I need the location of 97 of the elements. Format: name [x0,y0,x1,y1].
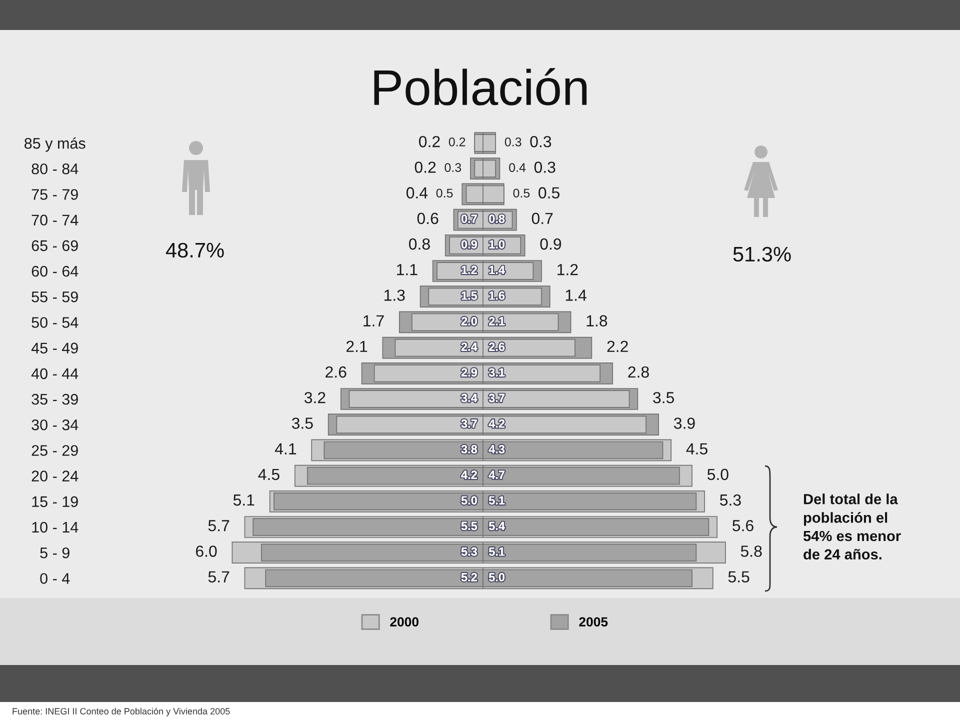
data-label: 5.7 [208,520,230,532]
data-label: 4.7 [488,470,504,479]
data-label: 1.5 [462,292,478,300]
data-label: 0.9 [461,240,477,249]
data-label: 3.1 [488,368,505,377]
data-label: 5.1 [233,494,254,506]
data-label: 5.0 [461,496,477,505]
data-label: 2.8 [628,366,649,378]
legend-label: 2000 [390,617,418,627]
text: 51.3% [733,246,791,262]
y-tick-label: 10 - 14 [32,522,78,533]
data-label: 1.1 [397,264,418,276]
data-label: 4.5 [258,468,280,480]
data-label: 5.6 [732,520,754,532]
data-label: 5.3 [461,547,477,556]
data-label: 0.5 [513,188,530,198]
chart-title: Población [374,68,587,106]
data-label: 0.2 [448,138,466,146]
y-tick-label: 0 - 4 [40,573,70,584]
text: Del total de la población el 54% es menor de 24 años. [803,494,901,560]
data-label: 3.8 [461,445,478,454]
data-label: 2.1 [346,340,368,352]
data-label: 0.3 [504,138,522,146]
data-label: 5.2 [461,573,477,582]
y-tick-label: 20 - 24 [32,470,78,482]
data-label: 5.3 [720,494,741,506]
data-label: 1.7 [364,315,384,326]
data-label: 2.2 [607,340,628,352]
y-tick-label: 60 - 64 [32,266,78,277]
data-label: 2.1 [489,317,505,326]
data-label: 1.3 [384,290,405,301]
y-tick-label: 65 - 69 [32,240,78,252]
data-label: 0.3 [530,136,552,148]
y-tick-label: 45 - 49 [31,342,78,354]
y-tick-label: 40 - 44 [31,368,78,380]
data-label: 0.4 [509,163,526,172]
data-label: 2.4 [461,342,478,351]
data-label: 0.6 [417,212,438,224]
data-label: 3.2 [304,392,326,404]
data-label: 0.5 [538,187,560,198]
data-label: 0.9 [540,238,562,250]
data-label: 5.1 [488,548,505,556]
data-label: 5.0 [707,468,728,480]
source-note: Fuente: INEGI II Conteo de Población y Vivienda 2005 [12,708,230,716]
legend-label: 2005 [579,617,608,627]
data-label: 4.2 [488,419,505,428]
data-label: 5.7 [208,571,230,582]
data-label: 3.4 [461,394,478,402]
y-tick-label: 85 y más [24,137,86,152]
data-label: 0.8 [489,214,505,223]
y-tick-label: 35 - 39 [32,394,78,405]
data-label: 4.3 [488,445,505,454]
data-label: 5.8 [740,546,762,557]
data-label: 2.6 [326,366,346,378]
data-label: 3.7 [488,394,504,402]
y-tick-label: 70 - 74 [32,214,78,226]
data-label: 1.4 [566,290,586,301]
data-label: 6.0 [196,546,217,557]
data-label: 1.4 [489,266,505,274]
data-label: 5.1 [488,496,505,505]
data-label: 0.3 [534,162,556,173]
data-label: 3.5 [653,392,674,404]
y-tick-label: 30 - 34 [32,419,78,430]
data-label: 3.5 [292,418,313,429]
data-label: 2.0 [461,317,477,326]
data-label: 3.7 [461,419,477,428]
data-label: 4.5 [686,443,708,454]
y-tick-label: 15 - 19 [32,496,78,508]
y-tick-label: 55 - 59 [32,291,78,302]
data-label: 1.0 [489,240,505,249]
data-label: 0.2 [414,162,436,173]
y-tick-label: 75 - 79 [32,189,78,200]
data-label: 0.3 [444,163,462,172]
data-label: 5.0 [488,573,505,582]
data-label: 5.5 [461,522,478,530]
data-label: 5.4 [488,522,505,530]
y-tick-label: 25 - 29 [32,445,78,456]
data-label: 2.6 [489,342,505,351]
data-label: 1.8 [586,315,608,326]
y-tick-label: 50 - 54 [32,317,78,328]
data-label: 0.7 [461,214,477,223]
y-tick-label: 5 - 9 [40,547,70,558]
data-label: 0.8 [408,238,430,250]
data-label: 1.6 [489,291,505,300]
data-label: 0.2 [419,136,440,148]
data-label: 4.1 [274,443,296,454]
data-label: 5.5 [728,571,750,582]
data-label: 1.2 [462,266,477,274]
data-label: 0.5 [436,188,453,198]
data-label: 0.4 [406,187,428,198]
y-tick-label: 80 - 84 [32,163,78,174]
data-label: 0.7 [532,212,553,224]
data-label: 3.9 [674,418,695,429]
text: 48.7% [166,242,224,258]
data-label: 1.2 [558,264,578,276]
data-label: 4.2 [461,470,477,479]
data-label: 2.9 [461,368,477,377]
